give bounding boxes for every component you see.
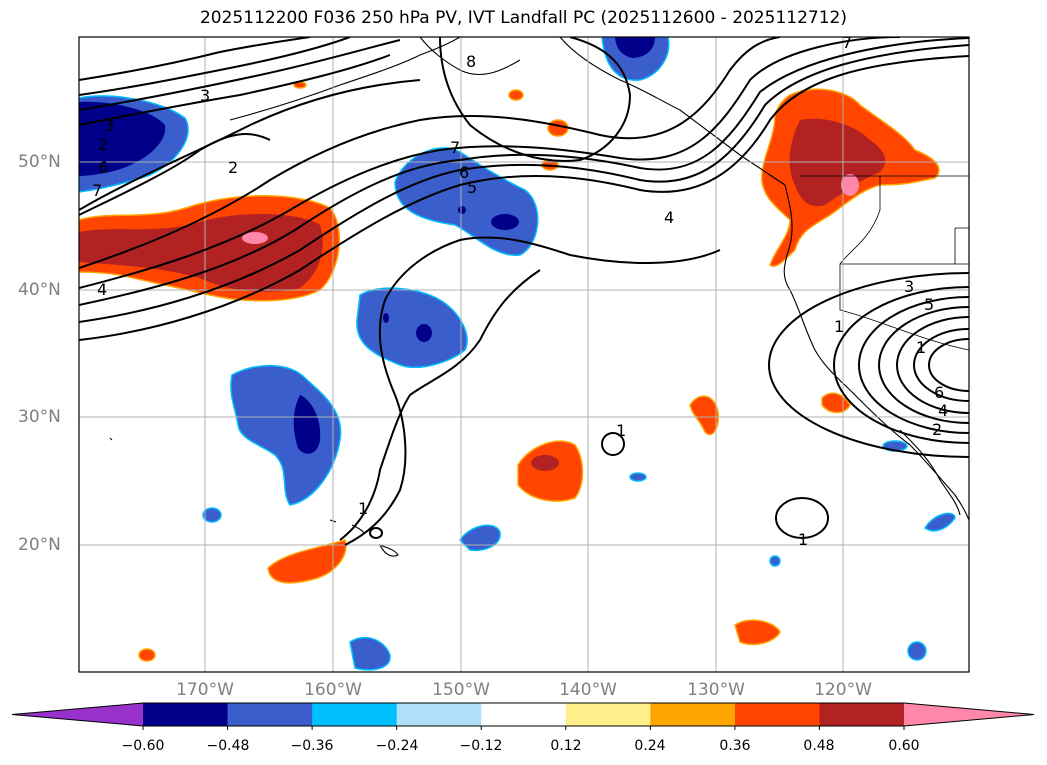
contour-label: 6 (459, 163, 469, 182)
pv-positive-south-east (734, 619, 781, 646)
gridlines (79, 37, 969, 672)
lon-label-150w: 150°W (432, 680, 490, 700)
colorbar-segment (819, 703, 905, 726)
pv-negative-small-1 (202, 507, 222, 523)
lon-label-140w: 140°W (559, 680, 617, 700)
colorbar-extend-low (12, 703, 143, 726)
colorbar-segment (565, 703, 651, 726)
contour-label: 1 (916, 338, 926, 357)
colorbar-tick: −0.48 (206, 738, 250, 754)
pv-positive-center (517, 440, 584, 502)
lat-label-50n: 50°N (18, 152, 61, 172)
map-title: 2025112200 F036 250 hPa PV, IVT Landfall… (199, 8, 847, 28)
colorbar-tick: −0.12 (459, 738, 503, 754)
contour-label: 2 (932, 420, 942, 439)
colorbar-segment (650, 703, 736, 726)
lat-label-20n: 20°N (18, 535, 61, 555)
contour-label: 1 (358, 499, 368, 518)
colorbar-tick: 0.36 (719, 738, 751, 754)
pv-negative-small-3 (349, 636, 391, 671)
colorbar-segment (227, 703, 313, 726)
contour-label: 7 (450, 138, 460, 157)
lon-label-170w: 170°W (176, 680, 234, 700)
contour-label: 7 (842, 33, 852, 52)
pv-negative-small-7 (907, 641, 927, 661)
colorbar-extend-high (904, 703, 1034, 726)
colorbar-tick: 0.24 (634, 738, 666, 754)
colorbar-tick: −0.36 (290, 738, 334, 754)
lat-label-40n: 40°N (18, 280, 61, 300)
colorbar-tick: 0.12 (550, 738, 582, 754)
contour-label: 8 (466, 52, 476, 71)
contour-label: 6 (98, 158, 108, 177)
pv-negative-mid (356, 287, 468, 369)
colorbar-segment (143, 703, 229, 726)
contour-label: 4 (938, 401, 948, 420)
lat-label-30n: 30°N (18, 407, 61, 427)
lon-label-160w: 160°W (304, 680, 362, 700)
pv-negative-small-6 (923, 512, 956, 532)
colorbar-segment (481, 703, 567, 726)
lon-label-120w: 120°W (814, 680, 872, 700)
contour-label: 7 (92, 181, 102, 200)
contour-label: 3 (904, 277, 914, 296)
contour-label: 2 (98, 135, 108, 154)
contour-label: 2 (228, 158, 238, 177)
contour-label: 1 (616, 421, 626, 440)
pv-negative-small-4 (629, 472, 647, 482)
colorbar (11, 702, 1035, 730)
ivt-contours (79, 37, 969, 546)
map-frame (78, 36, 970, 673)
contour-label: 4 (97, 280, 107, 299)
contour-label: 5 (467, 178, 477, 197)
contour-label: 6 (934, 383, 944, 402)
colorbar-tick: −0.60 (121, 738, 165, 754)
contour-label: 4 (664, 208, 674, 227)
map-area: 3 3 2 6 7 2 4 8 7 6 5 4 7 1 1 1 1 3 5 1 … (79, 33, 969, 672)
contour-label: 3 (200, 86, 210, 105)
borders (800, 175, 969, 351)
contour-labels: 3 3 2 6 7 2 4 8 7 6 5 4 7 1 1 1 1 3 5 1 … (92, 33, 948, 549)
contour-label: 1 (798, 530, 808, 549)
lon-label-130w: 130°W (687, 680, 745, 700)
colorbar-tick: −0.24 (375, 738, 419, 754)
colorbar-segment (396, 703, 482, 726)
colorbar-tick: 0.48 (803, 738, 835, 754)
contour-label: 5 (924, 295, 934, 314)
pv-positive-south (267, 539, 347, 584)
colorbar-tick: 0.60 (888, 738, 920, 754)
contour-label: 3 (104, 116, 114, 135)
contour-label: 1 (834, 317, 844, 336)
pv-negative-small-2 (459, 524, 501, 552)
pv-positive-east (689, 395, 720, 436)
colorbar-segment (312, 703, 398, 726)
pv-negative-southwest (230, 364, 342, 506)
pv-negative-small-5 (769, 555, 781, 567)
colorbar-segment (734, 703, 820, 726)
pv-negative-top (601, 37, 670, 81)
